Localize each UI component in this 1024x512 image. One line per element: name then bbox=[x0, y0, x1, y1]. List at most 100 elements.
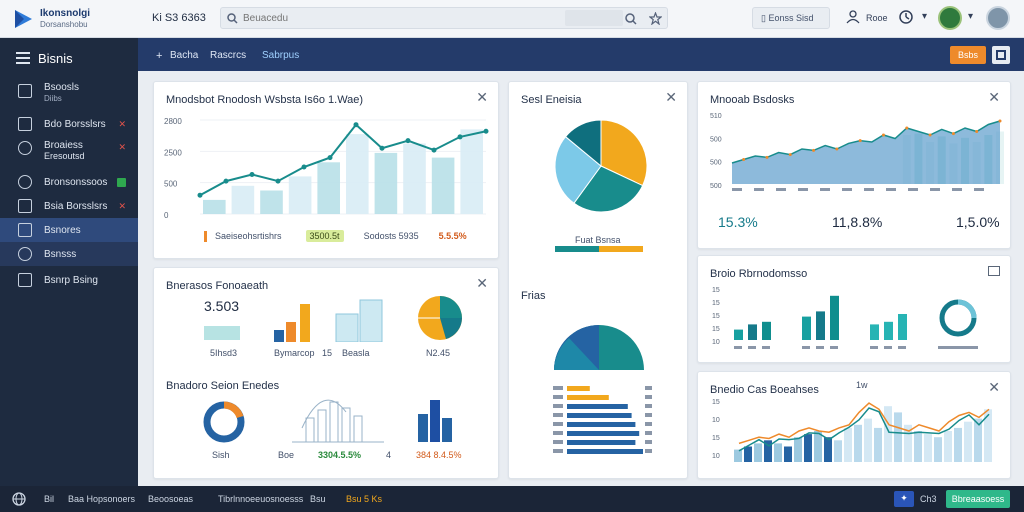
action-button[interactable]: Bsbs bbox=[950, 46, 986, 64]
legend-label: Saeiseohsrtishrs bbox=[215, 231, 282, 241]
menu-icon[interactable] bbox=[16, 52, 30, 64]
chevron-down-icon-2[interactable]: ▾ bbox=[968, 11, 974, 22]
sidebar-item-0[interactable]: Bsoosls Diibs bbox=[0, 82, 138, 108]
x-tick-label bbox=[884, 346, 892, 349]
sidebar-item-label: Bronsonssoos bbox=[44, 176, 108, 188]
bar bbox=[774, 443, 782, 462]
bottom-item-0[interactable]: Bil bbox=[44, 494, 55, 504]
sidebar-item-4[interactable]: Bsia Borsslsrs ✕ bbox=[0, 194, 138, 218]
sidebar-item-5[interactable]: Bsnores bbox=[0, 218, 138, 242]
sidebar-item-3[interactable]: Bronsonssoos bbox=[0, 170, 138, 194]
sidebar-item-1[interactable]: Bdo Borsslsrs ✕ bbox=[0, 112, 138, 136]
y-tick-label: 2500 bbox=[164, 148, 182, 157]
bottom-item-2[interactable]: Beoosoeas bbox=[148, 494, 194, 504]
sidebar-item-6[interactable]: Bsnsss bbox=[0, 242, 138, 266]
bar bbox=[874, 427, 882, 462]
legend-badge: 3500.5t bbox=[305, 230, 344, 242]
add-icon[interactable]: + bbox=[156, 50, 163, 62]
search-scope-chip[interactable] bbox=[565, 10, 623, 26]
sidebar-item-7[interactable]: Bsnrp Bsing bbox=[0, 268, 138, 292]
card-forecast: Bnerasos Fonoaeath ✕ 3.503 5Ihsd3 Bymarc… bbox=[153, 267, 499, 479]
sidebar-item-2[interactable]: Broaiess Eresoutsd ✕ bbox=[0, 138, 138, 166]
sidebar-item-label: Bsoosls bbox=[44, 82, 80, 93]
bar-value bbox=[645, 449, 652, 453]
close-icon[interactable]: ✕ bbox=[476, 275, 488, 291]
panel-toggle-icon[interactable] bbox=[992, 46, 1010, 64]
x-tick-label bbox=[776, 188, 786, 191]
avatar[interactable] bbox=[938, 6, 962, 30]
h-bar bbox=[567, 386, 590, 391]
sidebar-item-label: Bsia Borsslsrs bbox=[44, 200, 108, 212]
search-box[interactable] bbox=[220, 7, 668, 29]
bar bbox=[944, 431, 952, 462]
data-point bbox=[431, 147, 437, 153]
bar bbox=[346, 134, 369, 214]
bottom-item-1[interactable]: Baa Hopsonoers bbox=[68, 494, 136, 504]
expand-icon[interactable] bbox=[988, 266, 1000, 276]
close-icon[interactable]: ✕ bbox=[476, 89, 488, 105]
h-bar bbox=[567, 440, 636, 445]
bar-value bbox=[645, 395, 652, 399]
bottom-item-4[interactable]: Bsu bbox=[310, 494, 326, 504]
search-submit-icon[interactable] bbox=[625, 13, 637, 25]
x-tick-label bbox=[732, 188, 742, 191]
series-line bbox=[199, 123, 487, 197]
bar-label bbox=[553, 449, 563, 453]
user-icon[interactable] bbox=[846, 10, 860, 24]
data-point bbox=[742, 158, 746, 161]
app-logo-icon[interactable] bbox=[12, 8, 34, 30]
y-tick-label: 15 bbox=[712, 326, 720, 333]
tab-0[interactable]: Bacha bbox=[170, 50, 199, 61]
bar bbox=[814, 431, 822, 462]
card-line-chart: Mnodsbot Rnodosh Wsbsta Is6o 1.Wae) ✕ 28… bbox=[153, 81, 499, 259]
bar bbox=[754, 443, 762, 462]
settings-icon[interactable]: ✦ bbox=[894, 491, 914, 507]
data-point bbox=[928, 133, 932, 137]
card-title: Bnerasos Fonoaeath bbox=[166, 280, 269, 292]
document-icon bbox=[18, 84, 32, 98]
data-point bbox=[812, 148, 816, 152]
clock-icon[interactable] bbox=[898, 9, 914, 25]
bar bbox=[734, 449, 742, 462]
globe-icon[interactable] bbox=[12, 492, 26, 506]
bottom-item-3[interactable]: Tibrlnnoeeuosnoesss bbox=[218, 494, 304, 504]
tab-2[interactable]: Sabrpus bbox=[262, 50, 300, 61]
primary-button[interactable]: Bbreaasoess bbox=[946, 490, 1010, 508]
data-point bbox=[301, 164, 307, 170]
bottom-item-5[interactable]: Bsu 5 Ks bbox=[346, 494, 383, 504]
legend-swatch bbox=[204, 230, 207, 242]
y-tick-label: 10 bbox=[712, 339, 720, 346]
sidebar-title: Bisnis bbox=[38, 51, 73, 66]
bar bbox=[374, 152, 398, 214]
close-icon[interactable]: ✕ bbox=[988, 89, 1000, 105]
close-icon[interactable]: ✕ bbox=[665, 89, 677, 105]
x-tick-label bbox=[748, 346, 756, 349]
star-icon[interactable] bbox=[649, 12, 662, 25]
chevron-down-icon[interactable]: ▾ bbox=[922, 11, 928, 22]
sidebar-item-sub: Diibs bbox=[44, 94, 62, 103]
close-icon[interactable]: ✕ bbox=[988, 379, 1000, 395]
bar bbox=[816, 311, 825, 340]
folder-icon bbox=[18, 273, 32, 287]
data-point bbox=[881, 133, 885, 137]
h-bar bbox=[567, 431, 640, 436]
forecast-label-2: 15 bbox=[322, 348, 333, 358]
bar bbox=[431, 157, 455, 214]
data-point bbox=[457, 134, 463, 140]
top-pill-button[interactable]: ▯ Eonss Sisd bbox=[752, 7, 830, 29]
bar bbox=[764, 440, 772, 462]
x-tick-label bbox=[734, 346, 742, 349]
horizontal-bar-chart bbox=[553, 386, 652, 454]
table-icon bbox=[18, 223, 32, 237]
bottom-label-4: 384 8.4.5% bbox=[416, 450, 462, 460]
x-tick-label bbox=[886, 188, 896, 191]
bar bbox=[854, 424, 862, 462]
combo-chart: 15 10 15 10 bbox=[712, 399, 992, 462]
tab-1[interactable]: Rascrcs bbox=[210, 50, 247, 61]
y-tick-label: 15 bbox=[712, 435, 720, 442]
search-input[interactable] bbox=[243, 10, 563, 26]
h-bar bbox=[567, 404, 628, 409]
bar bbox=[734, 329, 743, 340]
avatar-secondary[interactable] bbox=[986, 6, 1010, 30]
mini-bar-chart-3 bbox=[418, 400, 452, 442]
